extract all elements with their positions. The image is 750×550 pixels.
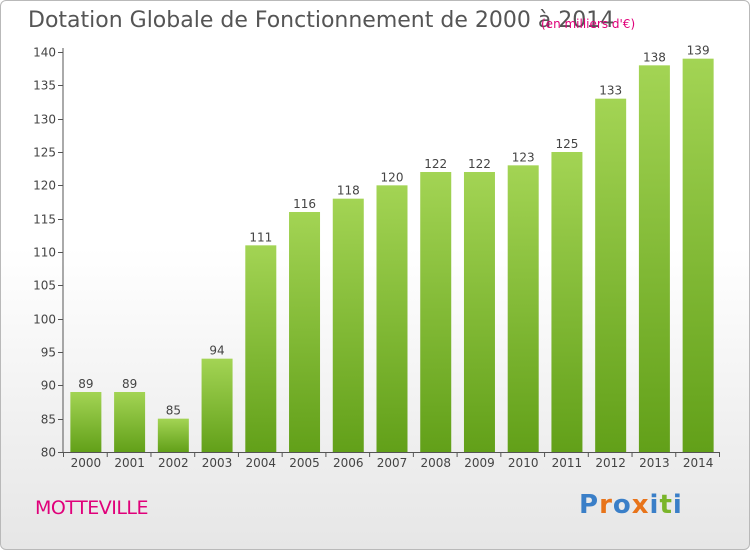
bar [289,212,321,452]
bar [70,392,102,452]
logo-letter: i [649,490,660,520]
x-tick-label: 2003 [202,456,233,470]
y-tick-label: 105 [33,279,56,293]
bar-value-label: 139 [687,44,710,58]
logo-letter: o [612,490,632,520]
bar-value-label: 138 [643,50,666,64]
y-tick-label: 140 [33,46,56,60]
bar-value-label: 94 [209,344,224,358]
chart-title: Dotation Globale de Fonctionnement de 20… [28,8,615,33]
bars: 89 89 85 94 111 116 118 120 122 122 123 125 133 138 13… [70,44,714,453]
bar-value-label: 89 [122,377,137,391]
bar-value-label: 125 [555,137,578,151]
y-tick-label: 130 [33,113,56,127]
x-tick-label: 2007 [377,456,408,470]
logo-letter: i [672,490,683,520]
x-tick-label: 2002 [158,456,189,470]
y-tick-label: 95 [41,346,56,360]
x-tick-label: 2008 [420,456,451,470]
logo-letter: P [579,490,600,520]
y-tick-label: 100 [33,313,56,327]
bar-value-label: 123 [512,150,535,164]
bar-value-label: 120 [381,170,404,184]
bar [114,392,146,452]
x-tick-label: 2005 [289,456,320,470]
x-axis: 2000 2001 2002 2003 2004 2005 2006 2007 2008 2009… [63,452,720,470]
y-tick-label: 90 [41,379,56,393]
logo-letter: x [631,490,650,520]
bar [157,418,189,452]
y-tick-label: 85 [41,413,56,427]
bar-value-label: 122 [468,157,491,171]
bar [376,185,408,453]
bar-value-label: 111 [249,230,272,244]
x-tick-label: 2001 [114,456,145,470]
logo-letter: t [659,490,673,520]
bar [682,58,714,453]
x-tick-label: 2014 [683,456,714,470]
x-tick-label: 2011 [552,456,583,470]
y-tick-label: 80 [41,446,56,460]
y-axis: 80 85 90 95 100 105 110 115 120 125 130 135 140 [33,46,64,460]
y-tick-label: 110 [33,246,56,260]
y-tick-label: 135 [33,79,56,93]
chart-subtitle: (en milliers d'€) [541,17,636,31]
x-tick-label: 2013 [639,456,670,470]
bar [332,198,364,452]
bar [551,152,583,452]
proxiti-logo[interactable]: Proxiti [579,490,683,520]
bar-value-label: 133 [599,84,622,98]
y-tick-label: 125 [33,146,56,160]
bar-value-label: 122 [424,157,447,171]
logo-letter: r [599,490,613,520]
bar-value-label: 85 [166,404,181,418]
bar [638,65,670,452]
x-tick-label: 2000 [71,456,102,470]
bar [201,358,233,452]
commune-name: MOTTEVILLE [35,497,149,519]
bar [507,165,539,453]
bar-value-label: 116 [293,197,316,211]
y-tick-label: 115 [33,213,56,227]
bar-value-label: 89 [78,377,93,391]
bar [595,98,627,453]
x-tick-label: 2010 [508,456,539,470]
x-tick-label: 2012 [595,456,626,470]
y-tick-label: 120 [33,179,56,193]
x-tick-label: 2004 [246,456,277,470]
bar [463,172,495,452]
x-tick-label: 2009 [464,456,495,470]
x-tick-label: 2006 [333,456,364,470]
bar [245,245,277,452]
bar [420,172,452,452]
bar-value-label: 118 [337,184,360,198]
